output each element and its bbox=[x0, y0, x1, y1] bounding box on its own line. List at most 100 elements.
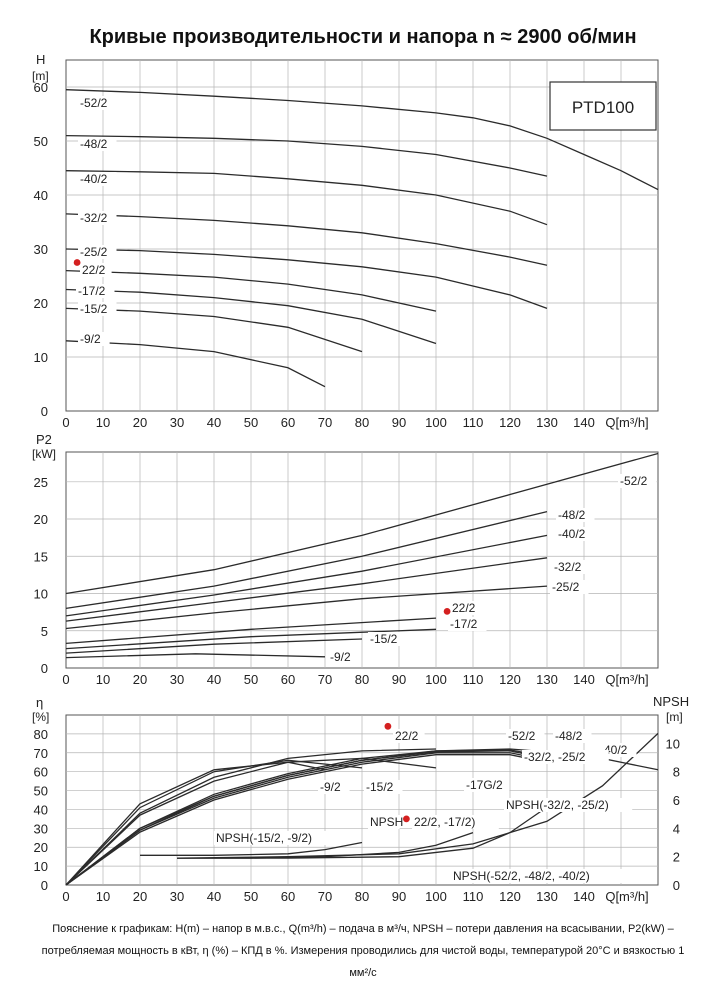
y-tick-label: 10 bbox=[34, 859, 48, 874]
series-label: -15/2 bbox=[370, 632, 398, 646]
curve-line bbox=[65, 288, 437, 345]
series-label: -52/2 bbox=[80, 96, 108, 110]
y-axis-label: H bbox=[36, 52, 45, 67]
curve-line bbox=[65, 452, 659, 595]
npsh-curve bbox=[140, 841, 363, 856]
x-tick-label: 130 bbox=[536, 889, 558, 904]
x-tick-label: 140 bbox=[573, 672, 595, 687]
x-tick-label: 70 bbox=[318, 889, 332, 904]
x-tick-label: 90 bbox=[392, 672, 406, 687]
x-tick-label: 110 bbox=[463, 889, 484, 904]
y-tick-label: 10 bbox=[34, 350, 48, 365]
y-axis-label: P2 bbox=[36, 432, 52, 447]
x-tick-label: 120 bbox=[499, 672, 521, 687]
series-label-bg bbox=[522, 750, 609, 764]
highlight-marker bbox=[403, 815, 410, 823]
y2-tick-label: 8 bbox=[673, 765, 680, 780]
highlight-marker bbox=[73, 259, 81, 266]
series-label: -32/2, -25/2 bbox=[524, 750, 586, 764]
series-label: NPSH(-15/2, -9/2) bbox=[216, 831, 312, 845]
series-label: -52/2 bbox=[620, 474, 648, 488]
curve-line bbox=[65, 748, 437, 886]
curve-line bbox=[65, 213, 548, 266]
series-label: NPSH(-52/2, -48/2, -40/2) bbox=[453, 869, 590, 883]
x-tick-label: 50 bbox=[244, 415, 258, 430]
y2-axis-unit: [m] bbox=[666, 710, 683, 724]
series-label-bg bbox=[412, 815, 499, 829]
y-tick-label: 50 bbox=[34, 134, 48, 149]
x-tick-label: 60 bbox=[281, 415, 295, 430]
y-tick-label: 10 bbox=[34, 587, 48, 602]
series-label-bg bbox=[328, 650, 360, 664]
y-tick-label: 40 bbox=[34, 188, 48, 203]
head-chart: 0 10 20 30 40 50 60 70 80 90 100 110 120 130 140 Q[m³/h… bbox=[32, 52, 659, 430]
npsh-curve bbox=[176, 732, 659, 859]
series-label: -48/2 bbox=[80, 137, 108, 151]
curve-line bbox=[65, 340, 326, 388]
series-label-bg bbox=[556, 527, 595, 541]
series-label-bg bbox=[450, 601, 482, 615]
x-tick-label: 100 bbox=[425, 889, 447, 904]
x-tick-label: 70 bbox=[318, 415, 332, 430]
series-label-bg bbox=[214, 831, 336, 845]
highlight-marker bbox=[384, 722, 392, 730]
series-label-bg bbox=[78, 211, 117, 225]
series-label-bg bbox=[393, 729, 425, 743]
x-tick-label: 100 bbox=[425, 672, 447, 687]
y2-tick-label: 4 bbox=[673, 821, 680, 836]
y-tick-label: 70 bbox=[34, 746, 48, 761]
y-tick-label: 60 bbox=[34, 80, 48, 95]
curve-line bbox=[65, 754, 548, 886]
curve-line bbox=[65, 585, 548, 630]
x-tick-label: 140 bbox=[573, 415, 595, 430]
y-tick-label: 80 bbox=[34, 727, 48, 742]
y2-tick-label: 10 bbox=[666, 736, 680, 751]
y-tick-label: 0 bbox=[41, 404, 48, 419]
series-label-bg bbox=[448, 617, 487, 631]
x-tick-label: 0 bbox=[62, 889, 69, 904]
x-tick-label: 60 bbox=[281, 672, 295, 687]
series-label: NPSH bbox=[370, 815, 403, 829]
curve-line bbox=[65, 757, 437, 886]
x-tick-label: 30 bbox=[170, 889, 184, 904]
series-label: -25/2 bbox=[80, 245, 108, 259]
curve-line bbox=[65, 761, 326, 886]
y-tick-label: 15 bbox=[34, 549, 48, 564]
x-tick-label: 110 bbox=[463, 415, 484, 430]
page-title: Кривые производительности и напора n ≈ 2… bbox=[89, 26, 637, 48]
series-label-bg bbox=[78, 172, 117, 186]
curve-line bbox=[65, 557, 548, 622]
series-label-bg bbox=[552, 560, 591, 574]
curve-line bbox=[65, 248, 548, 310]
x-tick-label: 20 bbox=[133, 672, 147, 687]
y-axis-unit: [%] bbox=[32, 710, 49, 724]
curve-line bbox=[65, 653, 326, 659]
x-tick-label: 20 bbox=[133, 415, 147, 430]
series-label: -15/2 bbox=[366, 780, 394, 794]
curve-line bbox=[65, 510, 548, 610]
x-tick-label: 100 bbox=[425, 415, 447, 430]
series-label-bg bbox=[550, 580, 589, 594]
y-tick-label: 20 bbox=[34, 840, 48, 855]
series-label-bg bbox=[368, 815, 400, 829]
y-tick-label: 30 bbox=[34, 821, 48, 836]
x-tick-label: 90 bbox=[392, 415, 406, 430]
curve-line bbox=[65, 749, 548, 886]
series-label-bg bbox=[556, 508, 595, 522]
series-label-bg bbox=[78, 302, 117, 316]
x-tick-label: 30 bbox=[170, 672, 184, 687]
x-axis-label: Q[m³/h] bbox=[605, 672, 648, 687]
curve-line bbox=[65, 534, 548, 617]
curve-line bbox=[65, 628, 437, 650]
series-label: -32/2 bbox=[554, 560, 582, 574]
series-label: -25/2 bbox=[552, 580, 580, 594]
series-label-bg bbox=[506, 729, 545, 743]
x-tick-label: 120 bbox=[499, 415, 521, 430]
series-label: 22/2, -17/2) bbox=[414, 815, 475, 829]
series-label-bg bbox=[464, 778, 510, 792]
series-label: -9/2 bbox=[330, 650, 351, 664]
series-label-bg bbox=[78, 245, 117, 259]
charts-canvas: 0 10 20 30 40 50 60 70 80 90 100 110 120 130 140 Q[m³/h… bbox=[32, 52, 689, 904]
x-tick-label: 60 bbox=[281, 889, 295, 904]
x-tick-label: 10 bbox=[96, 415, 110, 430]
